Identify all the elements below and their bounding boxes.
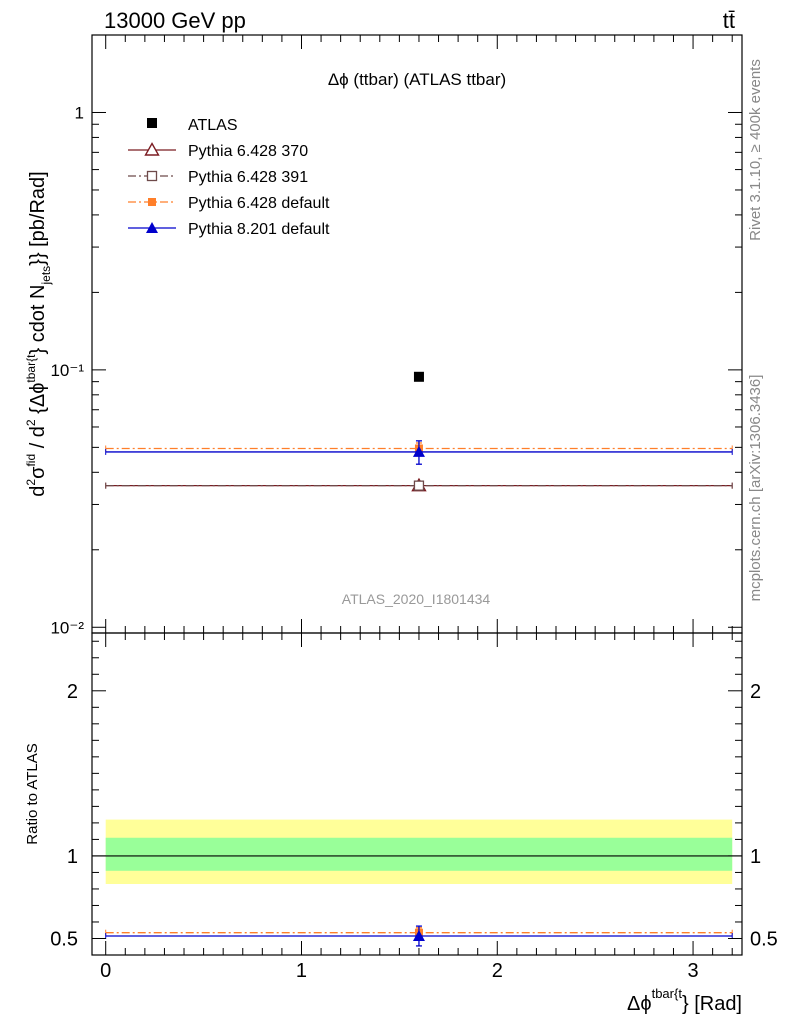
ratio-plot-frame: [91, 632, 743, 956]
ratio-panel: 0.5 0.5 1 1 2 2 0 1 2 3 Ratio to ATLAS Δϕtbar{t} …: [24, 632, 778, 1015]
ratio-ytick-label-right: 2: [750, 681, 761, 703]
main-y-axis-label-text: d2σfid / d2 {Δϕtbar{t} cdot Njets}} [pb/…: [24, 171, 53, 496]
legend-label-atlas: ATLAS: [188, 117, 238, 134]
main-panel: 10⁻² 10⁻¹ 1 Δϕ (ttbar) (ATLAS ttbar) ATLAS…: [24, 34, 743, 637]
legend-entry-pythia-6428-default: Pythia 6.428 default: [128, 195, 330, 212]
ratio-x-axis-label: Δϕtbar{t} [Rad]: [627, 986, 742, 1015]
legend-marker-pythia-6428-default: [148, 198, 156, 206]
header-energy-label: 13000 GeV pp: [104, 8, 246, 33]
main-pythia-8-201-default-marker: [412, 445, 425, 457]
ratio-data-layer: [92, 819, 742, 947]
main-y-axis-label: d2σfid / d2 {Δϕtbar{t} cdot Njets}} [pb/…: [24, 171, 53, 496]
ratio-ytick-label-left: 2: [67, 681, 78, 703]
legend-entry-pythia-8201-default: Pythia 8.201 default: [128, 221, 330, 238]
ratio-xtick-label: 2: [492, 960, 503, 982]
ratio-xtick-label: 3: [687, 960, 698, 982]
ratio-pythia-8-201-default-marker: [412, 930, 425, 942]
legend-label-pythia-6428-391: Pythia 6.428 391: [188, 169, 308, 186]
ratio-ytick-label-left: 1: [67, 846, 78, 868]
rivet-version-label: Rivet 3.1.10, ≥ 400k events: [747, 59, 764, 241]
ratio-axis-ticks: 0.5 0.5 1 1 2 2 0 1 2 3: [50, 633, 778, 982]
legend-label-pythia-8201-default: Pythia 8.201 default: [188, 221, 330, 238]
mcplots-label: mcplots.cern.ch [arXiv:1306.3436]: [747, 375, 764, 602]
ratio-xtick-label: 1: [296, 960, 307, 982]
ratio-ytick-label-right: 1: [750, 846, 761, 868]
main-ytick-label: 1: [75, 103, 84, 122]
legend-marker-pythia-8201-default: [146, 222, 158, 233]
legend-entry-pythia-6428-391: Pythia 6.428 391: [128, 169, 308, 186]
main-plot-title: Δϕ (ttbar) (ATLAS ttbar): [328, 70, 506, 89]
legend: ATLAS Pythia 6.428 370 Pythia 6.428 391 …: [128, 117, 330, 238]
main-watermark: ATLAS_2020_I1801434: [342, 591, 491, 607]
legend-marker-pythia-6428-370: [144, 142, 160, 156]
ratio-ytick-label-right: 0.5: [750, 928, 778, 950]
main-ytick-label: 10⁻²: [50, 618, 84, 637]
main-data-layer: [105, 371, 733, 492]
main-axis-ticks: 10⁻² 10⁻¹ 1: [50, 34, 742, 637]
main-atlas-marker: [413, 371, 424, 382]
header-process-label: tt̄: [723, 8, 735, 33]
legend-marker-pythia-6428-391: [146, 170, 158, 182]
main-pythia-6-428-391-marker: [413, 480, 425, 491]
ratio-green-band: [105, 837, 733, 871]
ratio-y-axis-label: Ratio to ATLAS: [24, 743, 41, 844]
legend-label-pythia-6428-370: Pythia 6.428 370: [188, 143, 308, 160]
ratio-xtick-label: 0: [100, 960, 111, 982]
main-ytick-label: 10⁻¹: [50, 361, 84, 380]
legend-marker-atlas: [147, 118, 157, 128]
legend-entry-atlas: ATLAS: [147, 117, 238, 134]
legend-entry-pythia-6428-370: Pythia 6.428 370: [128, 142, 308, 160]
legend-label-pythia-6428-default: Pythia 6.428 default: [188, 195, 330, 212]
ratio-ytick-label-left: 0.5: [50, 928, 78, 950]
